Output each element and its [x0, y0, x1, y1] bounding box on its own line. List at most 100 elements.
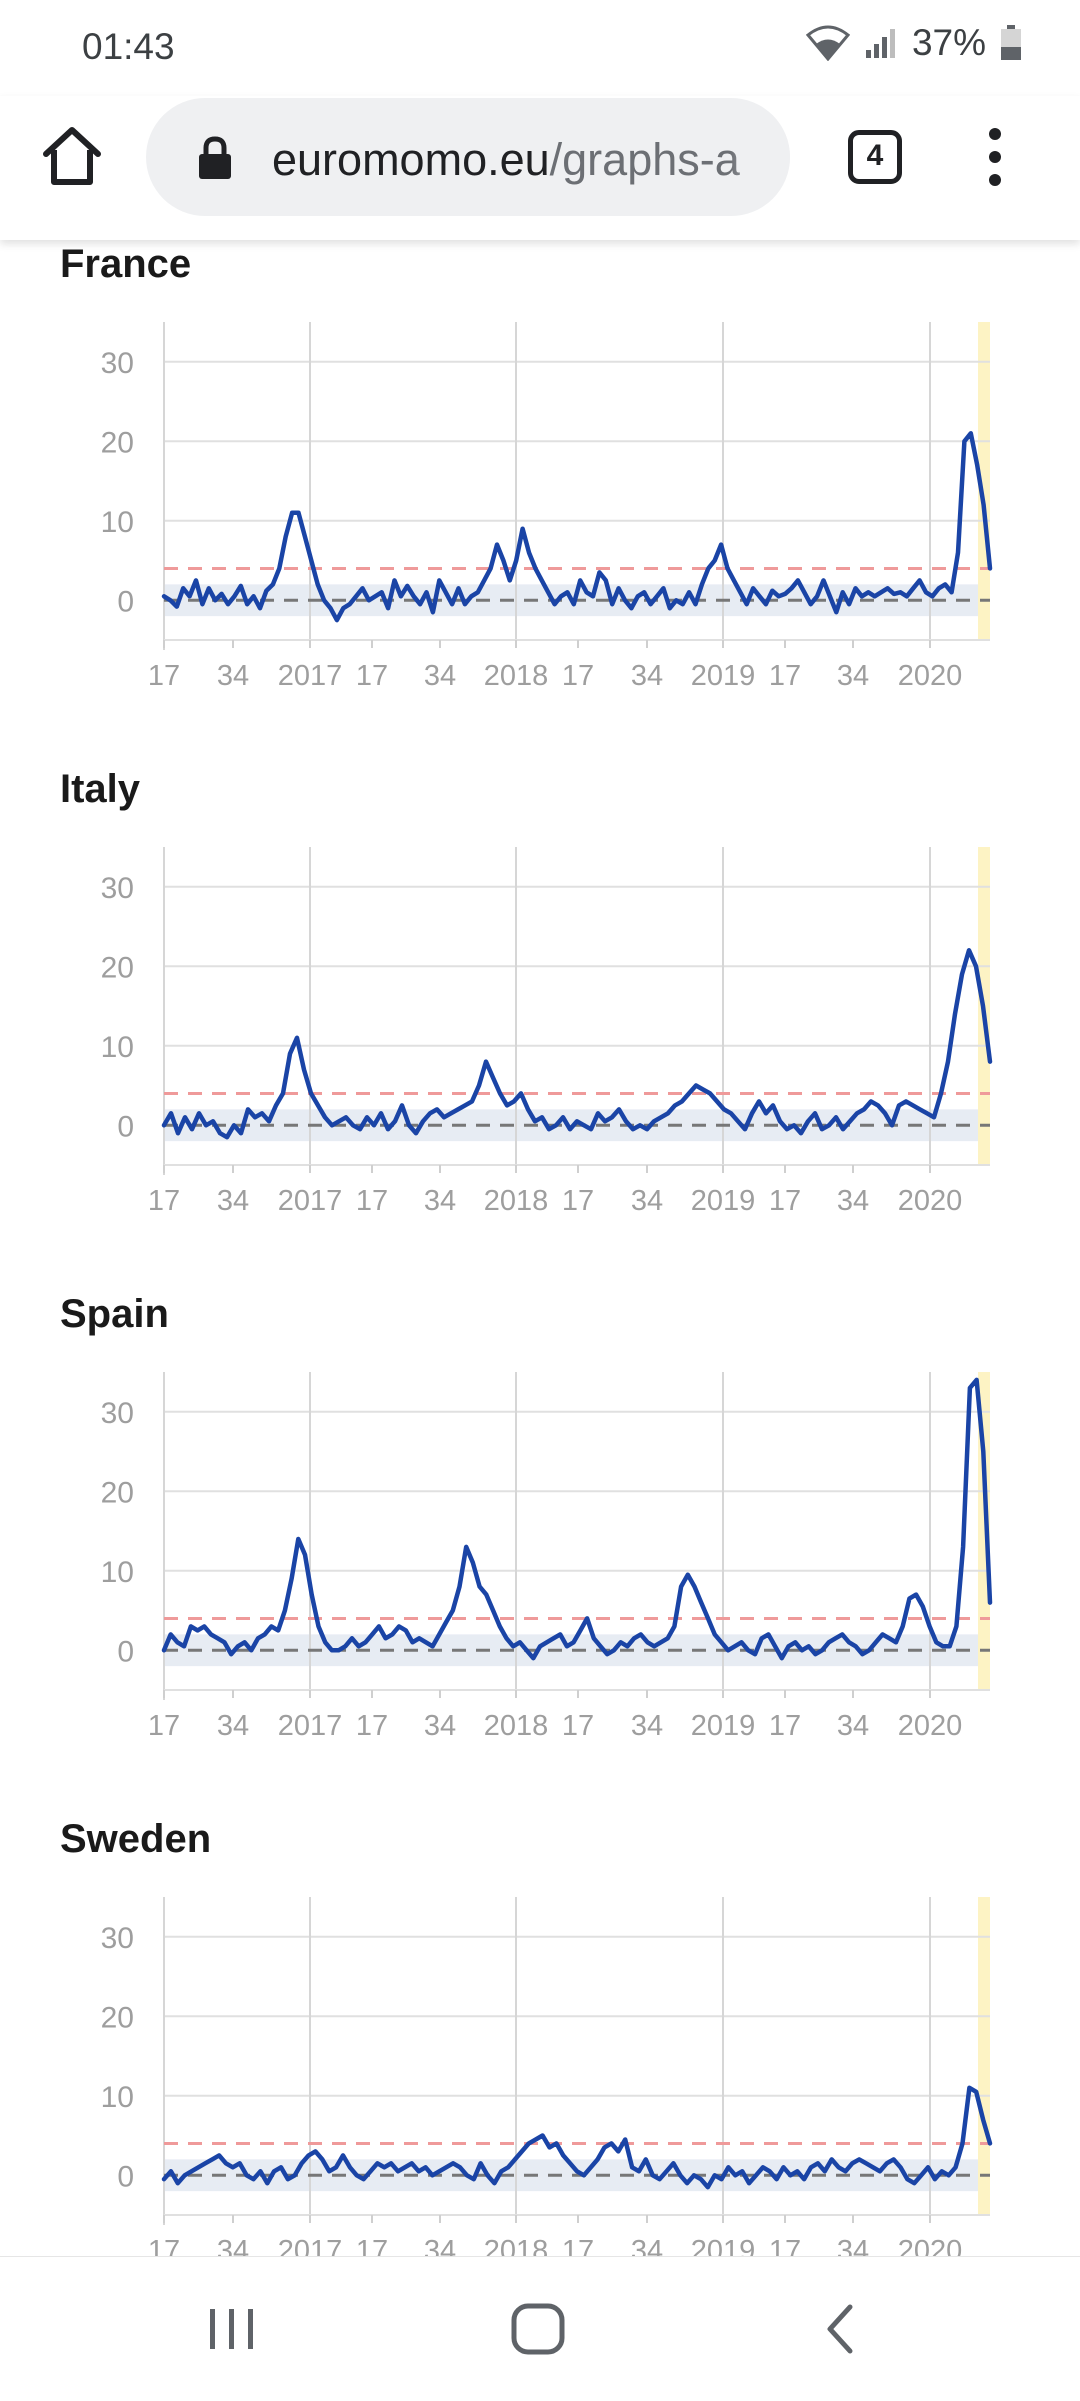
- x-tick-label: 17: [769, 1710, 801, 1740]
- y-tick-label: 0: [117, 2160, 134, 2193]
- x-tick-label: 2020: [898, 2235, 963, 2256]
- wifi-icon: [805, 25, 850, 61]
- url-text: euromomo.eu/graphs-a: [272, 134, 740, 186]
- x-tick-label: 34: [217, 1185, 249, 1215]
- x-tick-label: 2020: [898, 1185, 963, 1215]
- series-line: [161, 948, 993, 1140]
- x-tick-label: 2018: [484, 1710, 549, 1740]
- x-tick-label: 34: [837, 1185, 869, 1215]
- highlight-band: [978, 1897, 990, 2215]
- x-tick-label: 34: [424, 660, 456, 690]
- chart-title-spain: Spain: [60, 1292, 169, 1336]
- x-tick-label: 34: [837, 2235, 869, 2256]
- x-tick-label: 34: [631, 1710, 663, 1740]
- x-tick-label: 34: [217, 660, 249, 690]
- x-tick-label: 17: [148, 1710, 180, 1740]
- status-icons: 37%: [805, 22, 1022, 64]
- y-tick-label: 10: [101, 1556, 134, 1589]
- y-tick-label: 30: [101, 1397, 134, 1430]
- x-tick-label: 17: [356, 1710, 388, 1740]
- x-tick-label: 2017: [278, 660, 343, 690]
- battery-icon: [1001, 25, 1021, 60]
- battery-percent: 37%: [911, 22, 986, 63]
- x-tick-label: 34: [837, 660, 869, 690]
- y-tick-label: 10: [101, 1031, 134, 1064]
- series-line: [161, 2085, 993, 2190]
- x-tick-label: 34: [424, 1185, 456, 1215]
- x-tick-label: 34: [631, 2235, 663, 2256]
- x-tick-label: 17: [769, 1185, 801, 1215]
- x-tick-label: 17: [356, 2235, 388, 2256]
- url-path: /graphs-a: [549, 134, 740, 185]
- x-tick-label: 2018: [484, 2235, 549, 2256]
- x-tick-label: 17: [148, 1185, 180, 1215]
- highlight-band: [978, 1372, 990, 1690]
- x-tick-label: 2017: [278, 1185, 343, 1215]
- x-tick-label: 17: [769, 2235, 801, 2256]
- lock-icon: [199, 136, 231, 179]
- y-tick-label: 10: [101, 2081, 134, 2114]
- x-tick-label: 34: [631, 660, 663, 690]
- x-tick-label: 17: [769, 660, 801, 690]
- x-tick-label: 17: [562, 2235, 594, 2256]
- x-tick-label: 34: [217, 1710, 249, 1740]
- series-line: [161, 431, 993, 623]
- chart-title-italy: Italy: [60, 767, 141, 811]
- x-tick-label: 2020: [898, 1710, 963, 1740]
- system-nav-bar: [0, 2256, 1080, 2401]
- chart-spain: 30 20 10 0 17 34 2017 17 34 2018 17 34 2019 17 34 2020: [101, 1372, 993, 1740]
- x-tick-label: 2017: [278, 1710, 343, 1740]
- y-tick-label: 0: [117, 1635, 134, 1668]
- more-options-icon[interactable]: [980, 126, 1010, 188]
- series-line: [161, 1377, 993, 1661]
- x-tick-label: 17: [148, 2235, 180, 2256]
- x-tick-label: 34: [424, 1710, 456, 1740]
- x-tick-label: 2018: [484, 1185, 549, 1215]
- y-tick-label: 20: [101, 2001, 134, 2034]
- y-tick-label: 20: [101, 426, 134, 459]
- chart-title-sweden: Sweden: [60, 1817, 212, 1861]
- y-tick-label: 0: [117, 585, 134, 618]
- page-content: France 30 20 10 0 17 34 2017 17 34 2018 17 34 2019 17…: [0, 240, 1080, 2256]
- y-tick-label: 30: [101, 1922, 134, 1955]
- home-nav-icon[interactable]: [500, 2293, 580, 2365]
- url-fade: [730, 98, 790, 216]
- chart-sweden: 30 20 10 0 17 34 2017 17 34 2018 17 34 2019 17 34 2020: [101, 1897, 993, 2256]
- status-bar: 01:43 37%: [0, 0, 1080, 96]
- x-tick-label: 2019: [691, 1710, 756, 1740]
- x-tick-label: 17: [562, 1710, 594, 1740]
- y-tick-label: 10: [101, 506, 134, 539]
- x-tick-label: 34: [837, 1710, 869, 1740]
- x-tick-label: 2019: [691, 1185, 756, 1215]
- x-tick-label: 34: [217, 2235, 249, 2256]
- chart-france: 30 20 10 0 17 34 2017 17 34 2018 17 34 2019 17 34 2020: [101, 322, 993, 690]
- chart-title-france: France: [60, 242, 192, 286]
- home-icon[interactable]: [36, 120, 108, 192]
- x-tick-label: 17: [356, 660, 388, 690]
- x-tick-label: 17: [356, 1185, 388, 1215]
- back-icon[interactable]: [800, 2293, 880, 2365]
- x-tick-label: 17: [562, 660, 594, 690]
- recent-apps-icon[interactable]: [192, 2293, 272, 2365]
- status-time: 01:43: [82, 26, 175, 67]
- y-tick-label: 20: [101, 1476, 134, 1509]
- url-host: euromomo.eu: [272, 134, 550, 185]
- signal-icon: [865, 29, 895, 58]
- y-tick-label: 30: [101, 347, 134, 380]
- x-tick-label: 17: [562, 1185, 594, 1215]
- browser-toolbar: euromomo.eu/graphs-a 4: [0, 96, 1080, 240]
- x-tick-label: 2019: [691, 660, 756, 690]
- chart-italy: 30 20 10 0 17 34 2017 17 34 2018 17 34 2019 17 34 2020: [101, 847, 993, 1215]
- url-bar[interactable]: euromomo.eu/graphs-a: [146, 98, 790, 216]
- y-tick-label: 20: [101, 951, 134, 984]
- y-tick-label: 0: [117, 1110, 134, 1143]
- x-tick-label: 2018: [484, 660, 549, 690]
- x-tick-label: 34: [424, 2235, 456, 2256]
- x-tick-label: 17: [148, 660, 180, 690]
- y-tick-label: 30: [101, 872, 134, 905]
- tab-switcher-button[interactable]: 4: [848, 130, 902, 184]
- x-tick-label: 2019: [691, 2235, 756, 2256]
- x-tick-label: 2020: [898, 660, 963, 690]
- x-tick-label: 34: [631, 1185, 663, 1215]
- x-tick-label: 2017: [278, 2235, 343, 2256]
